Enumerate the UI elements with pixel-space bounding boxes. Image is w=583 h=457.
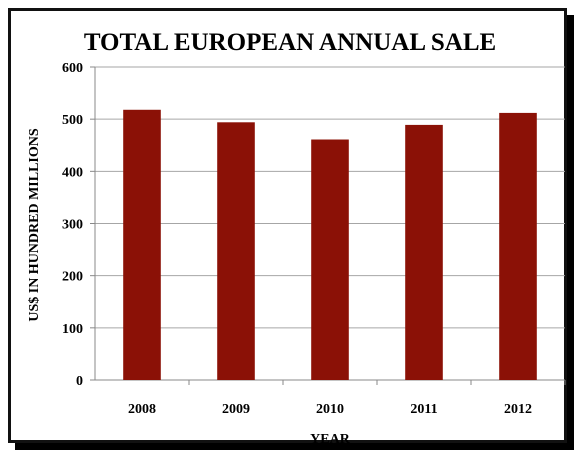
x-axis-title: YEAR [310,432,351,447]
bar-2011 [405,124,443,380]
bar-2009 [217,122,255,381]
x-tick-label-2012: 2012 [504,402,532,417]
chart-frame [8,8,567,443]
bar-2008 [123,109,161,380]
x-tick-labels: 2008 2009 2010 2011 2012 [128,402,532,417]
y-tick-label: 300 [62,218,83,233]
x-tick-label-2011: 2011 [410,402,437,417]
y-axis-title: US$ IN HUNDRED MILLIONS [27,128,42,322]
gridlines [95,66,565,329]
bars [123,109,537,381]
x-tick-label-2009: 2009 [222,402,250,417]
x-tick-label-2008: 2008 [128,402,156,417]
chart-title: TOTAL EUROPEAN ANNUAL SALE [84,29,496,56]
bar-2010 [311,139,349,380]
y-tick-labels: 0 100 200 300 400 500 600 [62,61,83,389]
y-tick-label: 0 [76,374,83,389]
bar-2012 [499,112,537,380]
y-tick-label: 500 [62,113,83,128]
y-tick-label: 200 [62,270,83,285]
y-tick-label: 100 [62,322,83,337]
y-tick-label: 400 [62,165,83,180]
x-tick-label-2010: 2010 [316,402,344,417]
y-tick-label: 600 [62,61,83,76]
